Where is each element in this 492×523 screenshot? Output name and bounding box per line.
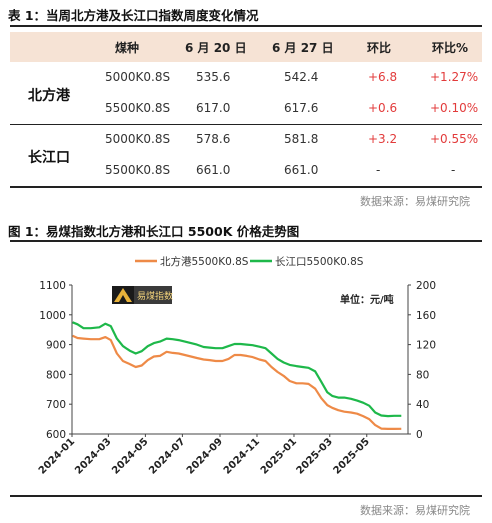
y-right-tick-label: 80 [416,369,429,381]
table-cell-jun20: 617.0 [196,101,231,115]
table-cell-jun27: 581.8 [284,132,319,146]
table-cell-jun20: 661.0 [196,163,231,177]
table-caption: 表 1：当周北方港及长江口指数周度变化情况 [8,8,259,23]
y-left-tick-label: 800 [46,369,66,381]
header-coal: 煤种 [115,41,140,55]
table-header-row [10,32,482,62]
y-right-tick-label: 160 [416,310,436,322]
table-cell-jun27: 542.4 [284,70,319,84]
yimei-logo: 易煤指数 [112,286,173,304]
y-left-tick-label: 1000 [39,310,66,322]
table-cell-chg: +0.6 [368,101,398,115]
logo-text: 易煤指数 [137,290,173,302]
y-right-tick-label: 40 [416,399,429,411]
group-label-beifang: 北方港 [28,88,70,104]
table-cell-chg-pct: +0.55% [430,132,479,146]
x-tick-label: 2025-03 [295,436,335,476]
figure-caption: 图 1：易煤指数北方港和长江口 5500K 价格走势图 [8,224,300,239]
y-right-tick-label: 0 [416,429,423,441]
legend-label-beifang: 北方港5500K0.8S [160,255,249,268]
header-chg-pct: 环比% [432,41,469,55]
table-cell-jun20: 535.6 [196,70,231,84]
table-cell-chg: +6.8 [368,70,398,84]
group-divider [10,124,482,125]
table-cell-coal: 5500K0.8S [105,163,171,177]
y-right-tick-label: 200 [416,280,436,292]
y-left-tick-label: 1100 [39,280,66,292]
y-left-tick-label: 700 [46,399,66,411]
y-right-tick-label: 120 [416,340,436,352]
table-cell-chg-pct: +0.10% [430,101,479,115]
x-tick-label: 2024-01 [37,436,77,476]
table-cell-chg: - [376,163,381,177]
unit-label: 单位：元/吨 [340,293,394,306]
table-cell-jun20: 578.6 [196,132,231,146]
table-cell-jun27: 661.0 [284,163,319,177]
table-cell-coal: 5000K0.8S [105,132,171,146]
x-tick-label: 2024-07 [147,436,187,476]
table-source: 数据来源：易煤研究院 [360,195,470,208]
x-tick-label: 2024-11 [222,436,262,476]
x-tick-label: 2024-03 [73,436,113,476]
x-tick-label: 2024-05 [110,436,150,476]
header-jun20: 6 月 20 日 [185,41,247,55]
header-jun27: 6 月 27 日 [272,41,334,55]
table-cell-coal: 5000K0.8S [105,70,171,84]
header-chg: 环比 [367,41,392,55]
table-cell-jun27: 617.6 [284,101,319,115]
table-bottom-rule [10,186,482,188]
figure-top-rule [10,240,482,242]
x-tick-label: 2025-05 [332,436,372,476]
series-line-beifang [72,334,402,430]
price-trend-chart: 北方港5500K0.8S 长江口5500K0.8S 易煤指数 单位：元/吨 60… [37,255,436,477]
figure-source: 数据来源：易煤研究院 [360,504,470,517]
legend-label-changjiang: 长江口5500K0.8S [275,256,364,268]
table-cell-chg-pct: +1.27% [430,70,479,84]
x-tick-label: 2024-09 [185,436,225,476]
figure-bottom-rule [10,495,482,497]
table-cell-chg: +3.2 [368,132,398,146]
table-top-rule [10,25,482,27]
group-label-changjiang: 长江口 [28,150,70,166]
table-cell-chg-pct: - [451,163,456,177]
y-left-tick-label: 900 [46,340,66,352]
series-line-changjiang [72,321,402,418]
table-cell-coal: 5500K0.8S [105,101,171,115]
y-left-tick-label: 600 [46,429,66,441]
x-tick-label: 2025-01 [259,436,299,476]
